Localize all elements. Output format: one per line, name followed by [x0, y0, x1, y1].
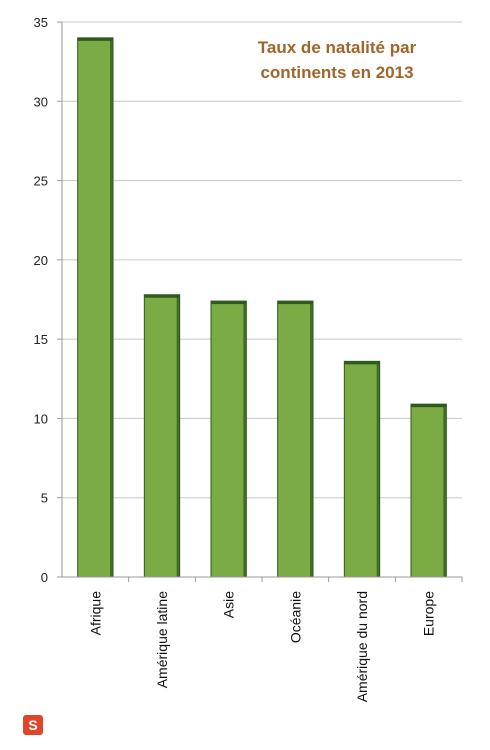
bar-top-edge — [411, 404, 447, 408]
chart-title-line-2: continents en 2013 — [260, 63, 413, 82]
bar — [277, 300, 314, 578]
x-category-label: Asie — [221, 591, 237, 618]
bar-side-edge — [176, 294, 180, 577]
bar-side-edge — [310, 301, 313, 577]
y-tick-label: 10 — [34, 411, 48, 426]
y-tick-label: 25 — [34, 174, 48, 189]
y-tick-label: 5 — [41, 491, 48, 506]
bar-side-edge — [110, 37, 113, 578]
y-tick-label: 0 — [41, 570, 48, 585]
x-category-label: Europe — [421, 591, 437, 636]
site-logo: S — [23, 715, 43, 735]
bar-side-edge — [243, 301, 247, 577]
bar-side-edge — [376, 361, 380, 577]
y-tick-label: 30 — [34, 94, 48, 109]
x-category-label: Océanie — [287, 591, 303, 643]
bar-side-edge — [443, 404, 447, 577]
x-category-labels: Afrique Amérique latine Asie Océanie Amériqu… — [87, 591, 436, 703]
grid-lines — [62, 21, 462, 578]
bar-top-edge — [211, 301, 247, 305]
bar — [143, 294, 181, 578]
bar-top-edge — [344, 361, 380, 365]
bar — [210, 300, 247, 578]
bar — [410, 403, 447, 578]
chart-title-line-1: Taux de natalité par — [258, 38, 417, 57]
y-tick-label: 15 — [34, 332, 48, 347]
bar — [343, 360, 381, 578]
y-tick-label: 20 — [34, 253, 48, 268]
bar-top-edge — [77, 37, 113, 41]
bar-top-edge — [277, 301, 313, 305]
bars — [77, 37, 447, 578]
bar — [77, 37, 114, 578]
x-category-label: Afrique — [87, 591, 103, 636]
y-tick-label: 35 — [34, 15, 48, 30]
y-tick-labels: 0 5 10 15 20 25 30 35 — [34, 15, 48, 585]
x-category-label: Amérique latine — [154, 591, 170, 688]
axes — [57, 21, 463, 582]
x-category-label: Amérique du nord — [354, 591, 370, 702]
bar-top-edge — [144, 294, 180, 298]
